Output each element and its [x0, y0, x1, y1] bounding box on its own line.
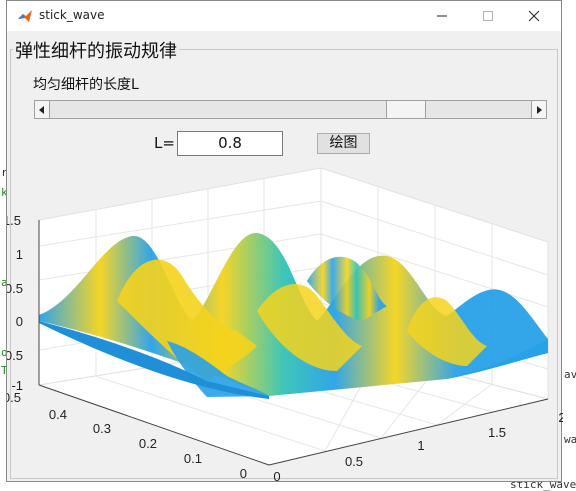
length-slider[interactable] [34, 100, 547, 119]
minimize-button[interactable] [419, 1, 465, 31]
y-tick-label: 0.3 [93, 421, 111, 436]
minimize-icon [437, 15, 447, 17]
y-tick-label: 0.2 [139, 436, 157, 451]
y-tick-label: 0.4 [49, 407, 67, 422]
wave-surface [39, 232, 548, 399]
z-tick-label: 1.5 [7, 213, 21, 228]
arrow-right-icon [537, 105, 542, 114]
slider-left-button[interactable] [35, 101, 50, 118]
bg-fragment: k [1, 186, 8, 199]
surface-plot: 1.5 1 0.5 0 -0.5 -1 0 0.1 0.2 0.3 0.4 0.… [7, 167, 563, 483]
y-tick-label: 0.5 [7, 390, 21, 405]
panel-title: 弹性细杆的振动规律 [13, 37, 179, 63]
axis-lines [38, 220, 549, 466]
z-tick-label: 1 [16, 247, 23, 262]
bg-fragment: ave [564, 368, 576, 381]
title-bar: stick_wave [7, 1, 561, 31]
slider-thumb[interactable] [385, 101, 426, 118]
bg-fragment: T [1, 364, 8, 377]
close-icon [528, 10, 540, 22]
maximize-button[interactable] [465, 1, 511, 31]
arrow-left-icon [39, 105, 44, 114]
slider-label: 均匀细杆的长度L [33, 77, 139, 93]
x-tick-label: 1.5 [488, 425, 506, 440]
x-tick-label: 0 [273, 469, 280, 483]
slider-right-button[interactable] [531, 101, 546, 118]
close-button[interactable] [511, 1, 557, 31]
z-tick-label: 0 [16, 314, 23, 329]
matlab-icon [18, 10, 32, 22]
figure-window: stick_wave 弹性细杆的振动规律 均匀细杆的长度L L= 0.8 绘图 [6, 0, 563, 483]
window-title: stick_wave [39, 8, 105, 22]
bg-fragment: o [1, 346, 8, 359]
z-tick-label: -1 [11, 378, 23, 393]
y-tick-label: 0.1 [184, 451, 202, 466]
background-app-right [562, 0, 576, 491]
z-tick-label: 0.5 [7, 281, 23, 296]
length-label: L= [154, 134, 175, 152]
x-tick-label: 0.5 [345, 454, 363, 469]
x-tick-label: 2 [558, 410, 563, 425]
x-tick-label: 1 [417, 438, 424, 453]
plot-button[interactable]: 绘图 [317, 133, 370, 154]
z-tick-label: -0.5 [7, 348, 23, 363]
length-input[interactable]: 0.8 [177, 131, 283, 156]
y-tick-label: 0 [240, 466, 247, 481]
bg-fragment: wave [564, 433, 576, 446]
maximize-icon [483, 11, 493, 21]
panel-frame [10, 49, 558, 479]
